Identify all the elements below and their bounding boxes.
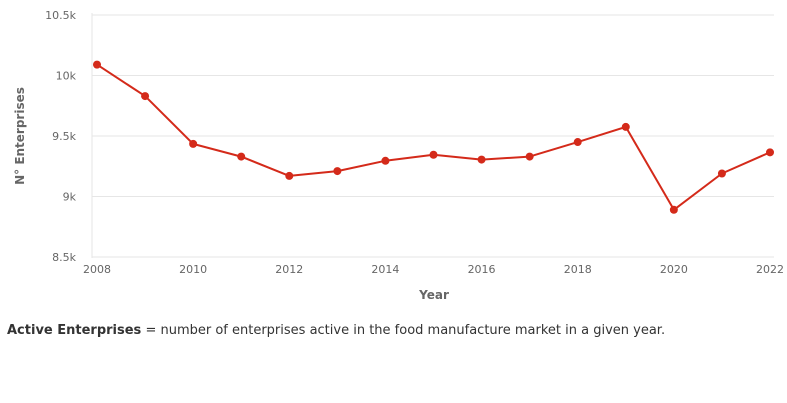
data-point[interactable]	[717, 169, 726, 178]
data-point[interactable]	[93, 60, 101, 69]
x-tick-label: 2012	[275, 263, 303, 276]
chart-footnote: Active Enterprises = number of enterpris…	[7, 323, 777, 338]
y-tick-label: 9.5k	[52, 130, 76, 143]
data-point[interactable]	[477, 155, 486, 164]
data-point[interactable]	[766, 148, 774, 157]
data-point[interactable]	[285, 171, 294, 180]
x-tick-labels: 2008 2010 2012 2014 2016 2018 2020 2022	[83, 263, 784, 276]
data-point[interactable]	[237, 152, 246, 161]
y-tick-label: 10.5k	[45, 9, 76, 22]
data-point[interactable]	[669, 205, 678, 214]
x-tick-label: 2014	[371, 263, 399, 276]
gridlines	[92, 14, 774, 258]
x-tick-label: 2022	[756, 263, 784, 276]
data-point[interactable]	[573, 138, 582, 147]
data-point[interactable]	[525, 152, 534, 161]
y-tick-label: 8.5k	[52, 251, 76, 264]
y-tick-label: 9k	[63, 191, 77, 204]
data-point[interactable]	[141, 92, 150, 101]
x-tick-label: 2010	[179, 263, 207, 276]
y-tick-label: 10k	[56, 70, 77, 83]
data-point[interactable]	[621, 122, 630, 131]
x-tick-label: 2018	[564, 263, 592, 276]
footnote-definition: = number of enterprises active in the fo…	[141, 323, 666, 338]
data-points	[93, 60, 774, 214]
y-axis-title: N° Enterprises	[13, 87, 27, 185]
data-point[interactable]	[381, 156, 390, 165]
x-tick-label: 2016	[468, 263, 496, 276]
series-enterprises	[96, 63, 771, 211]
data-point[interactable]	[333, 167, 342, 176]
x-axis-title: Year	[418, 288, 449, 302]
y-tick-labels: 8.5k 9k 9.5k 10k 10.5k	[45, 9, 76, 264]
series-line	[96, 63, 771, 211]
x-tick-label: 2020	[660, 263, 688, 276]
x-tick-label: 2008	[83, 263, 111, 276]
footnote-term: Active Enterprises	[7, 323, 142, 338]
data-point[interactable]	[429, 150, 438, 159]
data-point[interactable]	[189, 139, 198, 148]
